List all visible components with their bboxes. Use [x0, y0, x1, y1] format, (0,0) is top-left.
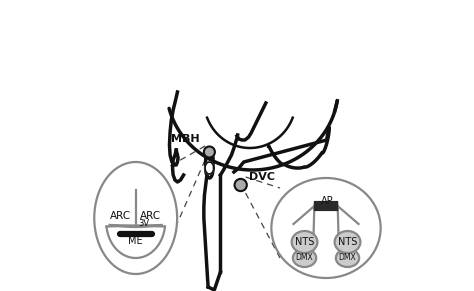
Polygon shape [205, 162, 214, 174]
Circle shape [204, 146, 215, 157]
Text: MBH: MBH [171, 134, 200, 144]
Ellipse shape [272, 178, 381, 278]
Text: DVC: DVC [249, 172, 274, 182]
Text: 3V: 3V [138, 219, 149, 228]
Text: DMX: DMX [338, 253, 356, 262]
Ellipse shape [94, 162, 177, 274]
Text: AP: AP [321, 196, 334, 206]
Text: ME: ME [128, 236, 143, 246]
Ellipse shape [292, 231, 318, 253]
Ellipse shape [293, 249, 316, 267]
Text: NTS: NTS [295, 237, 314, 247]
Circle shape [235, 179, 247, 191]
Text: NTS: NTS [338, 237, 357, 247]
Text: DMX: DMX [296, 253, 313, 262]
Text: ARC: ARC [140, 211, 161, 221]
Text: ARC: ARC [110, 211, 131, 221]
Ellipse shape [335, 231, 360, 253]
FancyBboxPatch shape [314, 201, 338, 211]
Ellipse shape [336, 249, 359, 267]
